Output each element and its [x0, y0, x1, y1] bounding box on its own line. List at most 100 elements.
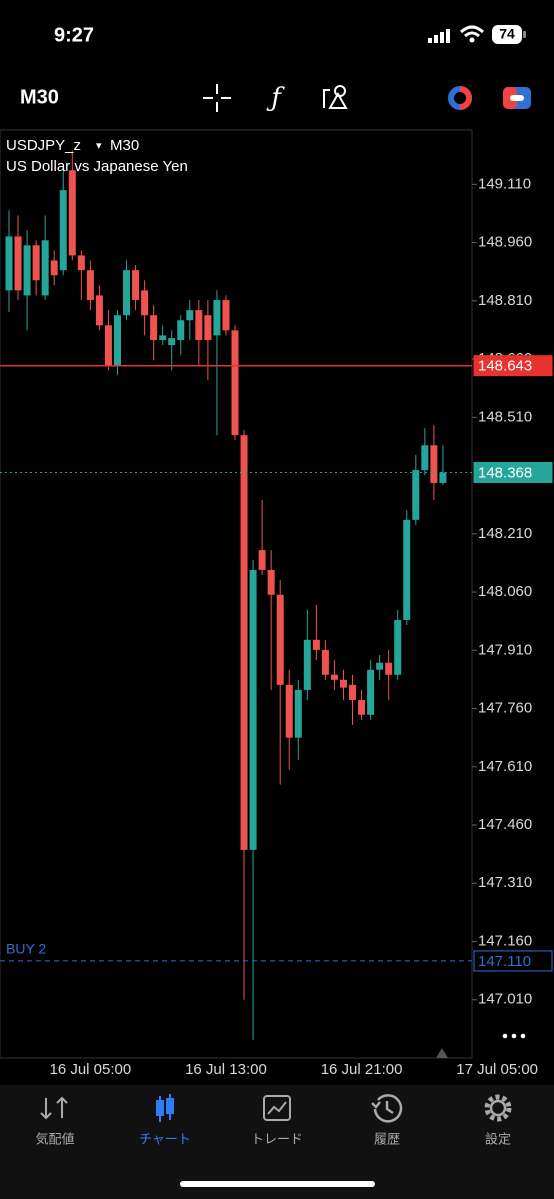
y-tick-label: 147.910 — [478, 641, 532, 658]
candle-body — [32, 245, 40, 281]
status-time: 9:27 — [54, 24, 94, 46]
candle-body — [412, 470, 420, 520]
candle-body — [77, 255, 85, 271]
y-tick-label: 148.510 — [478, 408, 532, 425]
y-tick-label: 147.160 — [478, 932, 532, 949]
candle-body — [14, 236, 22, 291]
candle-body — [5, 236, 13, 291]
candle-body — [150, 315, 158, 341]
candle-body — [141, 290, 149, 316]
objects-icon[interactable] — [323, 85, 348, 109]
candle-body — [358, 700, 366, 715]
trade-icon[interactable] — [448, 86, 472, 110]
tab-label[interactable]: トレード — [251, 1131, 303, 1146]
settings-icon — [484, 1094, 512, 1122]
symbol[interactable]: USDJPY_z — [6, 137, 81, 154]
candle-body — [23, 245, 31, 296]
candle-body — [132, 270, 140, 301]
candle-body — [240, 435, 248, 850]
shift-marker — [436, 1048, 448, 1058]
candle-body — [95, 295, 103, 326]
x-tick-label: 16 Jul 13:00 — [185, 1061, 267, 1078]
candle-body — [104, 325, 112, 366]
candle-body — [339, 679, 347, 688]
candle-body — [330, 674, 338, 680]
candle-body — [186, 310, 194, 321]
home-indicator — [180, 1181, 375, 1187]
candle-body — [312, 639, 320, 650]
price-label-box — [473, 950, 553, 972]
x-tick-label: 16 Jul 05:00 — [49, 1061, 131, 1078]
candle-body — [258, 550, 266, 570]
chart-timeframe: M30 — [110, 137, 139, 154]
y-tick-label: 147.010 — [478, 991, 532, 1008]
y-tick-label: 148.960 — [478, 234, 532, 251]
candle-body — [177, 320, 185, 341]
candle-body — [168, 338, 176, 346]
candle-body — [222, 300, 230, 331]
indicator-icon[interactable]: ƒ — [266, 83, 285, 113]
x-tick-label: 17 Jul 05:00 — [456, 1061, 538, 1078]
timeframe-button[interactable]: M30 — [20, 86, 59, 108]
candle-body — [86, 270, 94, 301]
candle-body — [367, 669, 375, 715]
y-tick-label: 147.460 — [478, 816, 532, 833]
y-tick-label: 147.310 — [478, 874, 532, 891]
candle-body — [276, 594, 284, 685]
candle-body — [403, 519, 411, 621]
quotes-icon — [40, 1096, 68, 1120]
crosshair-icon[interactable] — [203, 84, 231, 112]
history-icon — [371, 1094, 403, 1123]
candle-body — [385, 662, 393, 675]
tab-label[interactable]: 設定 — [485, 1131, 511, 1146]
chart-icon — [156, 1094, 174, 1122]
plot-frame — [0, 129, 473, 1059]
candle-body — [123, 270, 131, 316]
x-tick-label: 16 Jul 21:00 — [321, 1061, 403, 1078]
candle-body — [285, 684, 293, 738]
battery-level: 74 — [499, 26, 515, 42]
candle-body — [213, 300, 221, 336]
oneclick-icon[interactable] — [503, 87, 531, 109]
status-icons — [428, 25, 526, 44]
y-tick-label: 147.610 — [478, 758, 532, 775]
y-tick-label: 149.110 — [478, 175, 531, 192]
candle-body — [439, 472, 447, 483]
y-tick-label: 148.060 — [478, 583, 532, 600]
symbol-dropdown[interactable]: ▾ — [96, 140, 102, 152]
candle-body — [349, 684, 357, 701]
candle-body — [204, 315, 212, 341]
tab-label[interactable]: 気配値 — [35, 1131, 74, 1146]
candle-body — [231, 330, 239, 436]
y-tick-label: 148.210 — [478, 525, 532, 542]
price-label: 148.643 — [478, 358, 532, 375]
trade-tab-icon — [263, 1095, 291, 1121]
candle-body — [68, 170, 76, 256]
candle-body — [159, 335, 167, 341]
price-label-box — [473, 355, 553, 377]
symbol-description: US Dollar vs Japanese Yen — [6, 158, 188, 175]
tab-label[interactable]: 履歴 — [374, 1131, 400, 1146]
candle-body — [294, 689, 302, 738]
candle-body — [41, 240, 49, 296]
candle-body — [113, 315, 121, 366]
price-label-box — [473, 461, 553, 483]
y-tick-label: 148.810 — [478, 292, 532, 309]
price-label: 147.110 — [478, 953, 531, 970]
candle-body — [421, 445, 429, 471]
more-icon[interactable] — [502, 1033, 526, 1039]
candle-body — [249, 569, 257, 850]
candle-body — [394, 620, 402, 675]
candle-body — [303, 639, 311, 690]
candle-body — [376, 662, 384, 670]
tab-label[interactable]: チャート — [139, 1131, 191, 1146]
candle-body — [195, 310, 203, 341]
price-label: 148.368 — [478, 464, 532, 481]
candle-body — [59, 190, 67, 271]
candle-body — [267, 569, 275, 595]
candle-body — [430, 445, 438, 483]
y-tick-label: 147.760 — [478, 700, 532, 717]
candle-body — [50, 260, 58, 276]
candle-body — [321, 649, 329, 675]
